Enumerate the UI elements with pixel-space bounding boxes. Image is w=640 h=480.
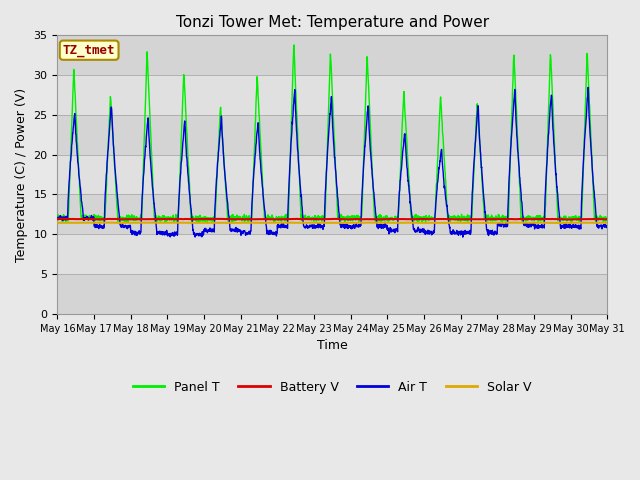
Air T <box>584 84 592 90</box>
Panel T <box>207 217 214 223</box>
Solar V <box>54 220 61 226</box>
Solar V <box>207 220 214 226</box>
Panel T <box>555 216 563 221</box>
Battery V <box>564 216 572 222</box>
Air T <box>54 216 61 222</box>
Panel T <box>568 220 575 226</box>
Legend: Panel T, Battery V, Air T, Solar V: Panel T, Battery V, Air T, Solar V <box>128 376 537 399</box>
Text: TZ_tmet: TZ_tmet <box>63 44 115 57</box>
Panel T <box>348 213 356 218</box>
Air T <box>207 228 214 234</box>
Panel T <box>290 42 298 48</box>
Panel T <box>54 213 61 218</box>
Battery V <box>348 216 356 222</box>
Air T <box>570 225 578 230</box>
Battery V <box>492 216 500 222</box>
Battery V <box>360 216 368 222</box>
Battery V <box>570 216 578 222</box>
Bar <box>58 75 607 115</box>
Solar V <box>604 220 611 226</box>
Bar <box>58 194 607 234</box>
Panel T <box>570 214 578 220</box>
Solar V <box>555 220 563 226</box>
Air T <box>360 157 368 163</box>
Bar <box>58 234 607 274</box>
Solar V <box>373 220 381 226</box>
Solar V <box>556 220 563 226</box>
Panel T <box>360 141 368 146</box>
Battery V <box>60 216 67 222</box>
X-axis label: Time: Time <box>317 339 348 352</box>
Title: Tonzi Tower Met: Temperature and Power: Tonzi Tower Met: Temperature and Power <box>176 15 489 30</box>
Air T <box>604 224 611 229</box>
Battery V <box>555 216 563 222</box>
Panel T <box>492 217 500 223</box>
Line: Panel T: Panel T <box>58 45 607 223</box>
Solar V <box>492 220 500 226</box>
Battery V <box>604 216 611 222</box>
Bar <box>58 115 607 155</box>
Solar V <box>348 220 356 226</box>
Solar V <box>360 220 368 226</box>
Panel T <box>604 218 611 224</box>
Air T <box>555 206 563 212</box>
Air T <box>492 230 500 236</box>
Line: Air T: Air T <box>58 87 607 237</box>
Bar <box>58 155 607 194</box>
Battery V <box>54 216 61 222</box>
Air T <box>459 234 467 240</box>
Solar V <box>570 220 578 226</box>
Y-axis label: Temperature (C) / Power (V): Temperature (C) / Power (V) <box>15 87 28 262</box>
Bar <box>58 36 607 75</box>
Battery V <box>207 216 215 222</box>
Air T <box>348 226 356 231</box>
Bar <box>58 274 607 314</box>
